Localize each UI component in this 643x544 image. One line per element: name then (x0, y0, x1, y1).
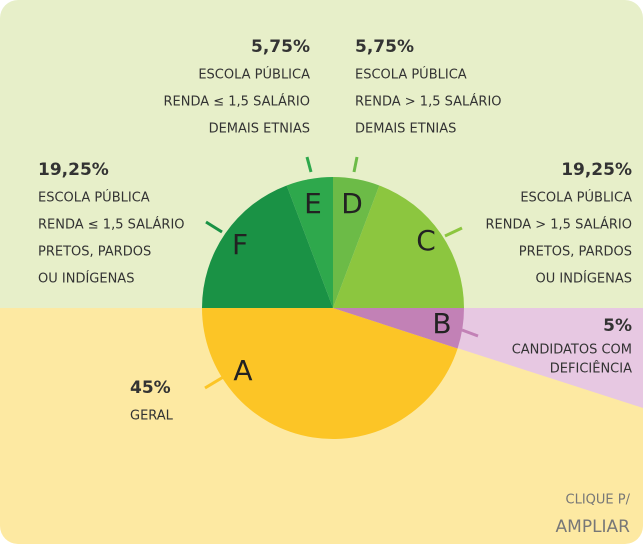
leader-line (352, 156, 359, 173)
value-label: 19,25% (561, 160, 632, 180)
description: ESCOLA PÚBLICA (198, 67, 310, 83)
pie-slice (202, 308, 458, 439)
description: DEFICIÊNCIA (550, 361, 632, 377)
slice-letter: D (341, 187, 363, 220)
description: RENDA > 1,5 SALÁRIO (485, 217, 632, 233)
pie-slice (333, 308, 464, 349)
description: OU INDÍGENAS (38, 271, 134, 287)
slice-letter: A (233, 354, 252, 387)
leader-line (205, 220, 223, 234)
slice-letter: F (232, 228, 248, 261)
button-line1[interactable]: CLIQUE P/ (566, 493, 631, 508)
slice-letter: C (416, 224, 436, 257)
description: ESCOLA PÚBLICA (355, 67, 467, 83)
description: DEMAIS ETNIAS (209, 122, 310, 137)
value-label: 5,75% (251, 37, 310, 57)
leader-line (305, 156, 313, 173)
description: PRETOS, PARDOS (38, 245, 151, 260)
pie-slice (286, 177, 333, 308)
description: ESCOLA PÚBLICA (520, 190, 632, 206)
description: GERAL (130, 409, 174, 424)
value-label: 45% (130, 378, 171, 398)
slice-letter: B (432, 307, 451, 340)
description: RENDA ≤ 1,5 SALÁRIO (38, 217, 185, 233)
description: RENDA ≤ 1,5 SALÁRIO (163, 94, 310, 110)
value-label: 5% (603, 316, 632, 336)
slice-letter: E (304, 187, 322, 220)
description: CANDIDATOS COM (512, 343, 632, 358)
leader-line (461, 328, 479, 338)
leader-line (444, 226, 463, 238)
button-line2[interactable]: AMPLIAR (556, 517, 631, 537)
value-label: 5,75% (355, 37, 414, 57)
pie-slice (333, 177, 380, 308)
description: RENDA > 1,5 SALÁRIO (355, 94, 502, 110)
enlarge-button[interactable]: CLIQUE P/ AMPLIAR (556, 493, 631, 538)
leader-line (204, 374, 226, 390)
description: DEMAIS ETNIAS (355, 122, 456, 137)
pie-slice (202, 185, 333, 308)
description: OU INDÍGENAS (536, 271, 632, 287)
pie-slice (333, 185, 464, 308)
value-label: 19,25% (38, 160, 109, 180)
description: ESCOLA PÚBLICA (38, 190, 150, 206)
description: PRETOS, PARDOS (519, 245, 632, 260)
